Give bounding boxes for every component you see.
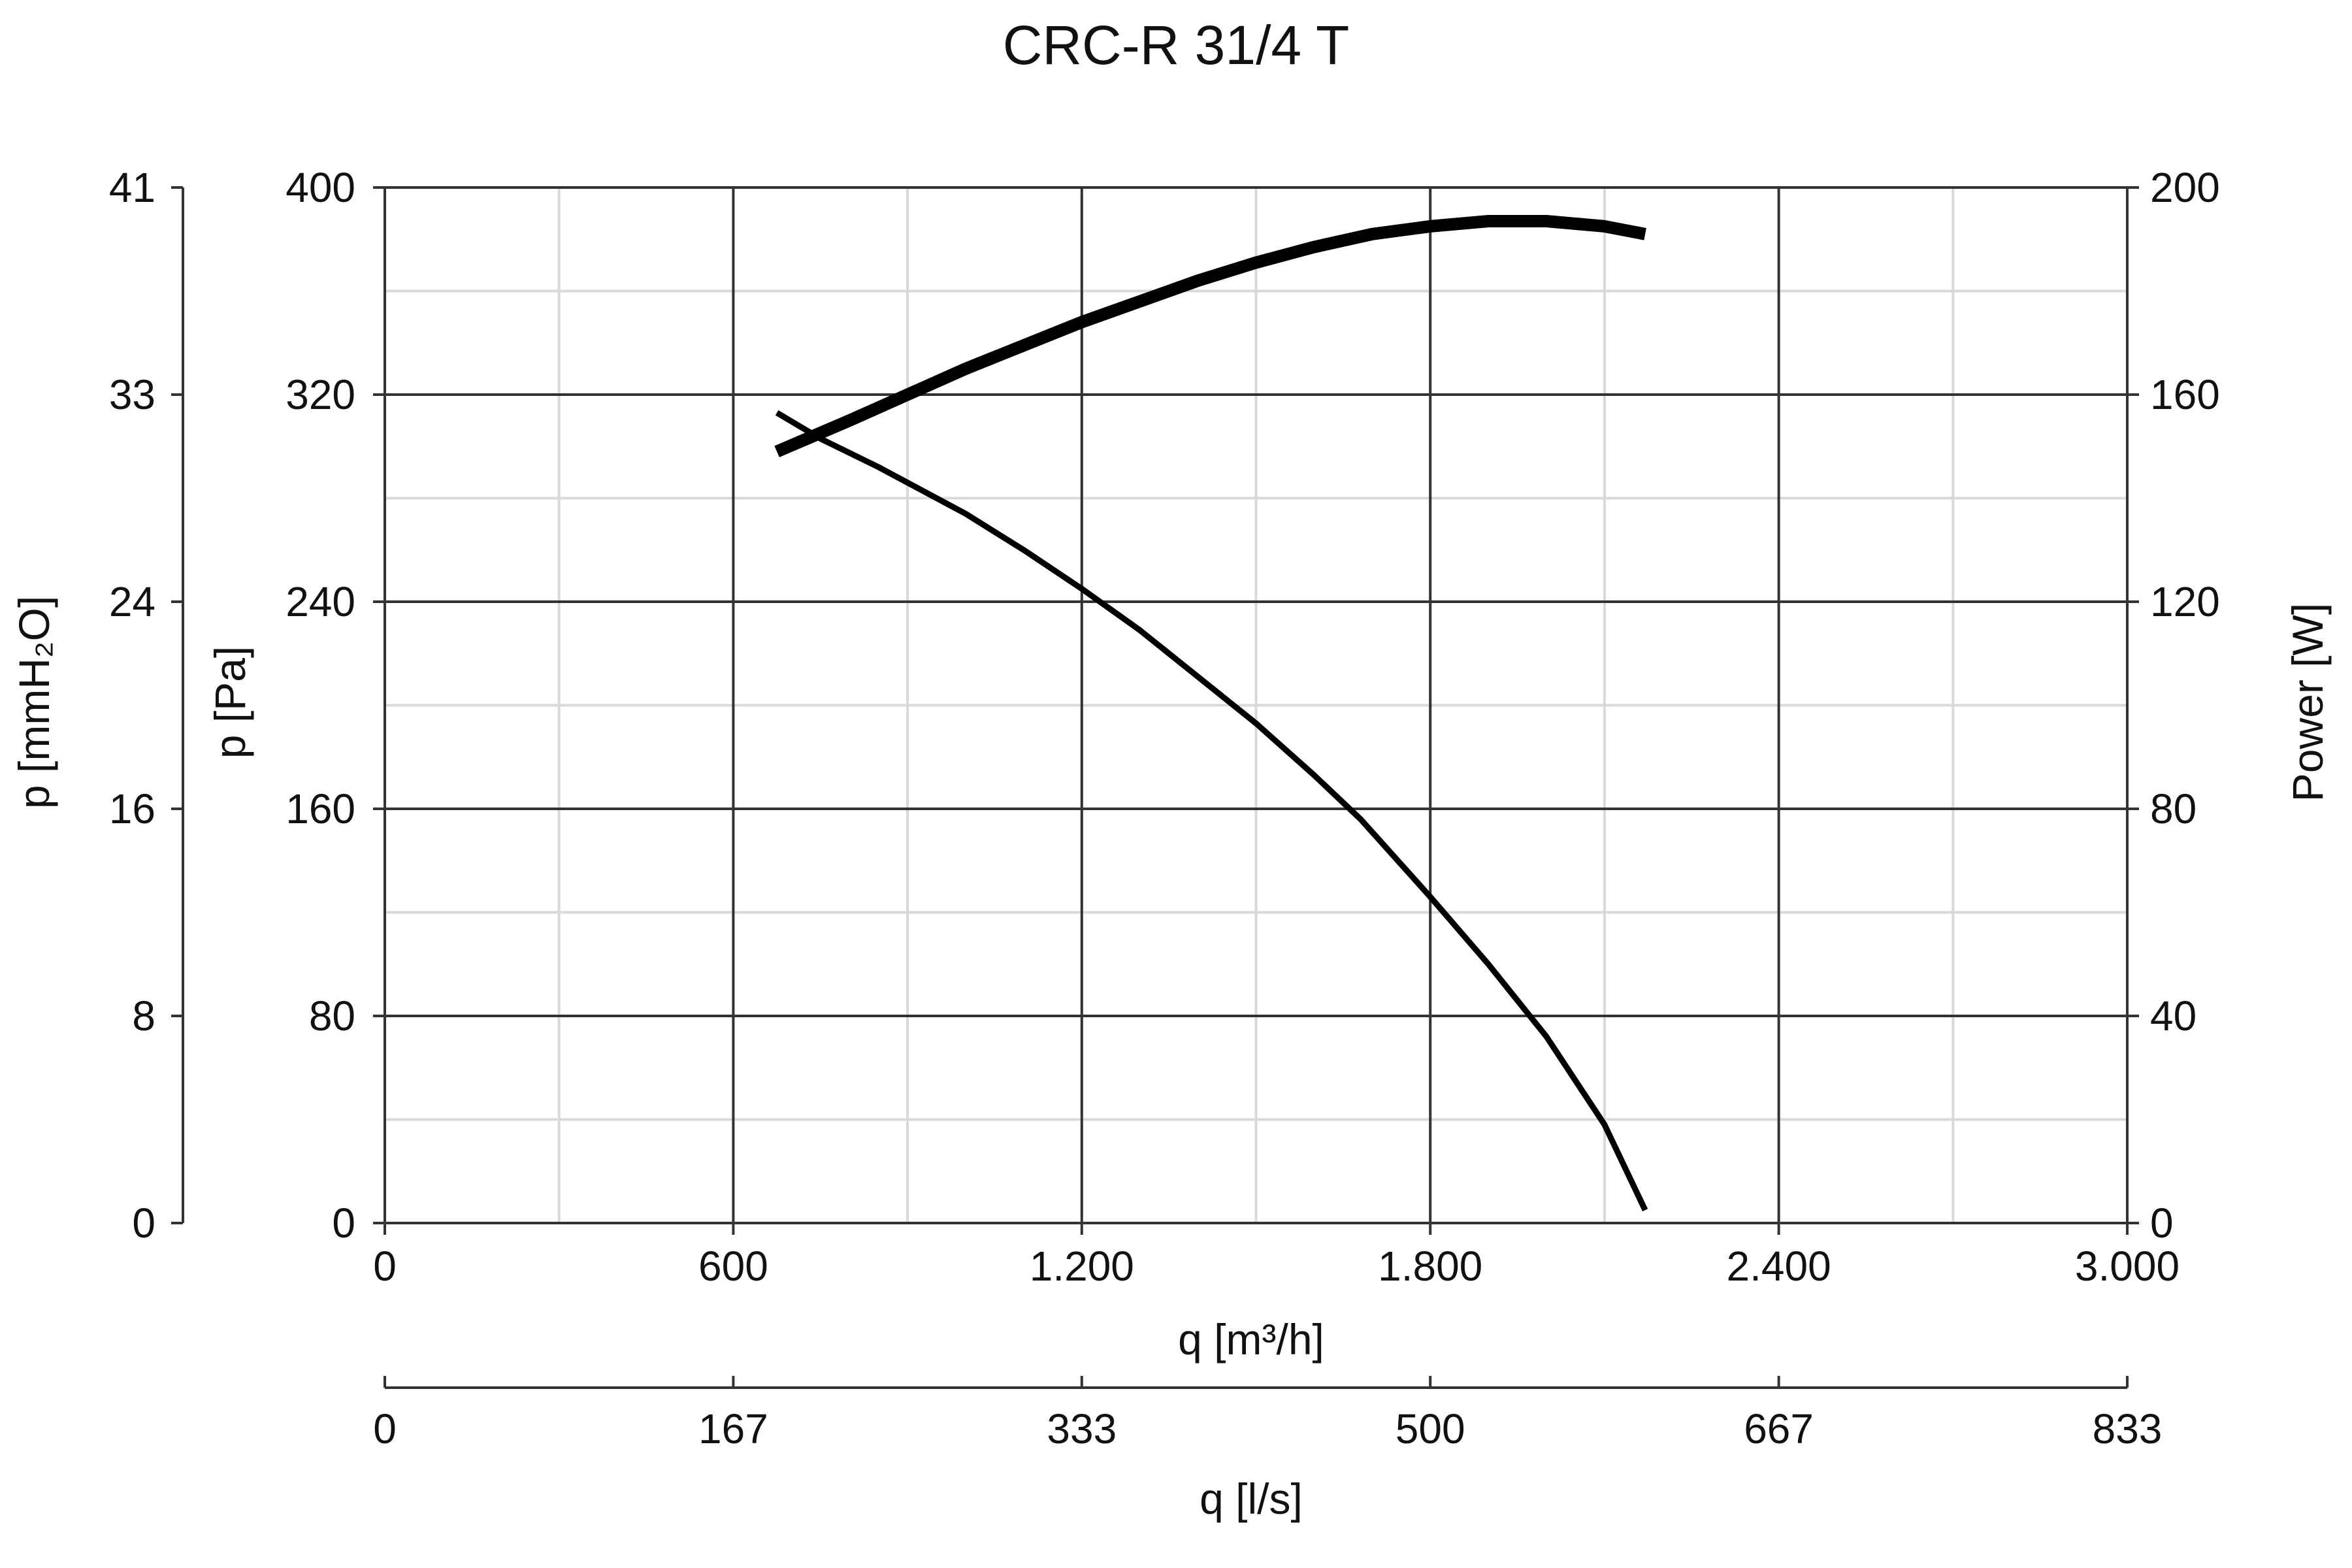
minor-grid bbox=[385, 188, 2127, 1223]
x2-tick-label: 500 bbox=[1396, 1405, 1465, 1452]
x2-tick-label: 667 bbox=[1744, 1405, 1814, 1452]
x2-tick-label: 333 bbox=[1047, 1405, 1117, 1452]
y2-tick-label: 160 bbox=[2150, 371, 2220, 418]
x-axis-label: q [m³/h] bbox=[1178, 1315, 1324, 1364]
y-outer-tick-label: 41 bbox=[109, 164, 155, 211]
x2-tick-label: 167 bbox=[698, 1405, 768, 1452]
y2-tick-label: 120 bbox=[2150, 578, 2220, 625]
x-tick-label: 1.800 bbox=[1378, 1243, 1482, 1290]
y2-tick-label: 80 bbox=[2150, 785, 2197, 832]
x-tick-label: 600 bbox=[698, 1243, 768, 1290]
x2-tick-label: 833 bbox=[2093, 1405, 2163, 1452]
power-curve bbox=[774, 215, 1646, 457]
pressure-curve bbox=[775, 410, 1648, 1212]
axes bbox=[171, 186, 2129, 1389]
x-tick-label: 1.200 bbox=[1030, 1243, 1134, 1290]
x-tick-label: 2.400 bbox=[1727, 1243, 1831, 1290]
x-tick-label: 0 bbox=[373, 1243, 397, 1290]
x2-axis-label: q [l/s] bbox=[1200, 1475, 1303, 1523]
y-tick-label: 160 bbox=[286, 785, 355, 832]
y2-tick-label: 40 bbox=[2150, 992, 2197, 1039]
y-outer-tick-label: 33 bbox=[109, 371, 155, 418]
y-tick-label: 240 bbox=[286, 578, 355, 625]
labels: CRC-R 31/4 T q [m³/h] q [l/s] p [Pa] p [… bbox=[10, 14, 2332, 1523]
y-tick-label: 0 bbox=[332, 1200, 355, 1247]
y-outer-axis-label: p [mmH₂O] bbox=[10, 596, 58, 809]
y-outer-tick-label: 0 bbox=[132, 1200, 155, 1247]
curves bbox=[774, 215, 1648, 1212]
y-tick-label: 80 bbox=[309, 992, 355, 1039]
y-tick-label: 320 bbox=[286, 371, 355, 418]
y-outer-tick-label: 24 bbox=[109, 578, 155, 625]
y-axis-label: p [Pa] bbox=[206, 646, 254, 759]
y2-axis-label: Power [W] bbox=[2283, 603, 2332, 802]
y2-tick-label: 200 bbox=[2150, 164, 2220, 211]
x-tick-label: 3.000 bbox=[2075, 1243, 2180, 1290]
y-outer-tick-label: 16 bbox=[109, 785, 155, 832]
chart-title: CRC-R 31/4 T bbox=[1003, 14, 1350, 76]
y2-tick-label: 0 bbox=[2150, 1200, 2174, 1247]
x2-tick-label: 0 bbox=[373, 1405, 397, 1452]
y-tick-label: 400 bbox=[286, 164, 355, 211]
y-outer-tick-label: 8 bbox=[132, 992, 155, 1039]
